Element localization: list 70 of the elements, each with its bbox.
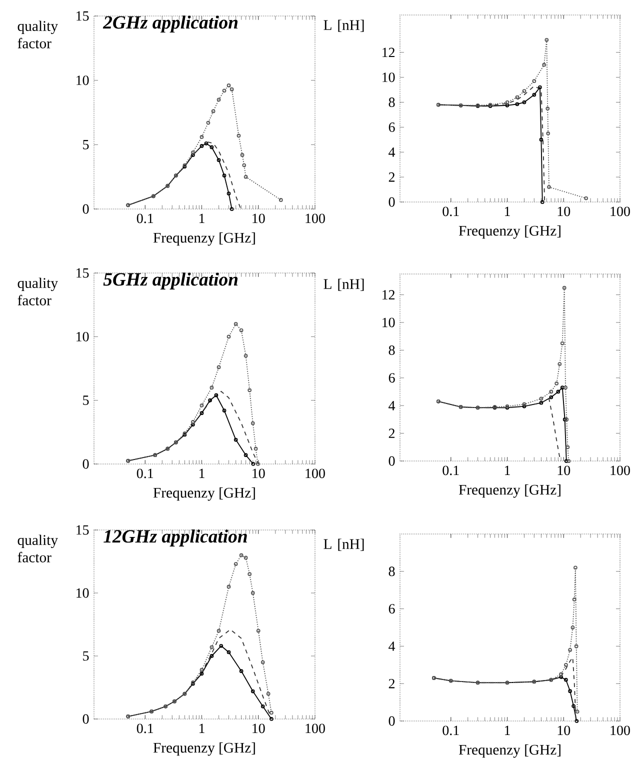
y-tick-label: 5 <box>83 651 89 661</box>
y-tick-label: 6 <box>388 604 395 614</box>
y-axis-title: L [nH] <box>324 20 364 32</box>
x-tick-label: 100 <box>306 724 325 734</box>
x-axis-title: Frequenzy [GHz] <box>153 742 255 756</box>
y-tick-label: 4 <box>388 148 396 157</box>
y-tick-label: 8 <box>388 345 395 355</box>
y-tick-label: 15 <box>76 11 89 21</box>
y-tick-label: 0 <box>82 714 89 724</box>
x-tick-label: 0.1 <box>136 724 154 734</box>
y-tick-label: 15 <box>76 268 89 278</box>
y-tick-label: 2 <box>388 428 395 438</box>
x-tick-label: 100 <box>306 214 325 224</box>
x-tick-label: 10 <box>252 724 265 734</box>
x-tick-label: 10 <box>558 206 570 216</box>
y-axis-title: L [nH] <box>324 538 364 551</box>
x-tick-label: 1 <box>199 214 204 223</box>
y-axis-title: quality factor <box>18 20 58 48</box>
y-tick-label: 15 <box>76 525 89 535</box>
y-axis-title: quality factor <box>18 278 58 306</box>
y-tick-label: 8 <box>388 98 395 107</box>
y-tick-label: 10 <box>76 332 89 342</box>
x-tick-label: 0.1 <box>136 468 154 478</box>
y-tick-label: 10 <box>382 72 395 82</box>
x-tick-label: 100 <box>610 726 630 736</box>
y-tick-label: 6 <box>388 373 395 383</box>
x-tick-label: 10 <box>252 468 265 478</box>
y-tick-label: 5 <box>83 396 89 405</box>
chart-title: 5GHz application <box>103 272 238 290</box>
y-tick-label: 4 <box>388 400 396 410</box>
x-tick-label: 10 <box>252 214 265 224</box>
x-tick-label: 1 <box>199 724 204 733</box>
x-axis-title: Frequenzy [GHz] <box>458 225 560 239</box>
chart-title: 2GHz application <box>102 16 238 33</box>
x-tick-label: 1 <box>505 206 510 216</box>
x-axis-title: Frequenzy [GHz] <box>153 487 255 501</box>
x-tick-label: 100 <box>610 466 630 476</box>
y-tick-label: 2 <box>388 172 395 182</box>
x-tick-label: 1 <box>199 468 204 478</box>
x-tick-label: 0.1 <box>442 726 459 736</box>
x-axis-title: Frequenzy [GHz] <box>458 744 560 758</box>
x-tick-label: 0.1 <box>442 466 459 476</box>
y-tick-label: 4 <box>388 642 396 651</box>
y-tick-label: 12 <box>382 290 395 300</box>
chart-title: 12GHz application <box>104 530 247 546</box>
y-tick-label: 0 <box>388 456 395 466</box>
y-tick-label: 12 <box>382 48 395 58</box>
x-axis-title: Frequenzy [GHz] <box>153 232 255 246</box>
y-tick-label: 8 <box>388 566 395 576</box>
y-tick-label: 2 <box>388 678 395 688</box>
y-axis-title: quality factor <box>18 534 58 562</box>
x-tick-label: 0.1 <box>442 206 459 216</box>
y-tick-label: 10 <box>76 76 89 86</box>
x-tick-label: 10 <box>558 726 570 736</box>
x-tick-label: 1 <box>505 466 510 475</box>
y-tick-label: 10 <box>382 318 395 328</box>
x-axis-title: Frequenzy [GHz] <box>458 484 560 498</box>
x-tick-label: 100 <box>610 206 630 216</box>
y-tick-label: 0 <box>82 459 89 469</box>
y-tick-label: 0 <box>388 716 395 726</box>
x-tick-label: 10 <box>558 466 570 476</box>
x-tick-label: 100 <box>306 468 325 478</box>
y-tick-label: 5 <box>83 140 89 150</box>
y-tick-label: 0 <box>82 204 89 214</box>
y-axis-title: L [nH] <box>324 278 364 291</box>
y-tick-label: 6 <box>388 122 395 132</box>
y-tick-label: 0 <box>388 197 395 207</box>
y-tick-label: 10 <box>76 588 89 598</box>
x-tick-label: 1 <box>505 726 510 735</box>
x-tick-label: 0.1 <box>136 214 154 224</box>
